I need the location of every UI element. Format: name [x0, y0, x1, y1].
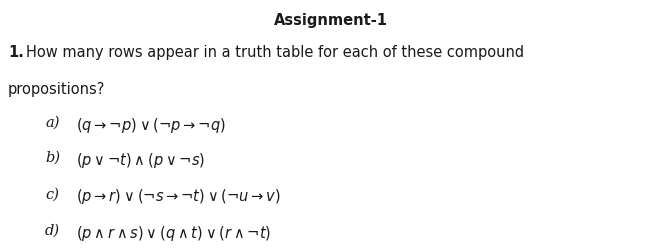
Text: c): c) [45, 187, 59, 201]
Text: $(q \rightarrow \neg p) \vee (\neg p \rightarrow \neg q)$: $(q \rightarrow \neg p) \vee (\neg p \ri… [76, 116, 226, 135]
Text: d): d) [45, 224, 60, 238]
Text: $(p \vee \neg t) \wedge (p \vee \neg s)$: $(p \vee \neg t) \wedge (p \vee \neg s)$ [76, 151, 205, 170]
Text: 1.: 1. [8, 45, 24, 60]
Text: a): a) [45, 116, 60, 130]
Text: $(p{\rightarrow}r) \vee (\neg s \rightarrow \neg t) \vee (\neg u \rightarrow v)$: $(p{\rightarrow}r) \vee (\neg s \rightar… [76, 187, 281, 206]
Text: b): b) [45, 151, 60, 165]
Text: $(p \wedge r \wedge s) \vee (q \wedge t) \vee (r \wedge \neg t)$: $(p \wedge r \wedge s) \vee (q \wedge t)… [76, 224, 271, 243]
Text: propositions?: propositions? [8, 82, 105, 96]
Text: Assignment-1: Assignment-1 [274, 13, 388, 28]
Text: How many rows appear in a truth table for each of these compound: How many rows appear in a truth table fo… [26, 45, 524, 60]
